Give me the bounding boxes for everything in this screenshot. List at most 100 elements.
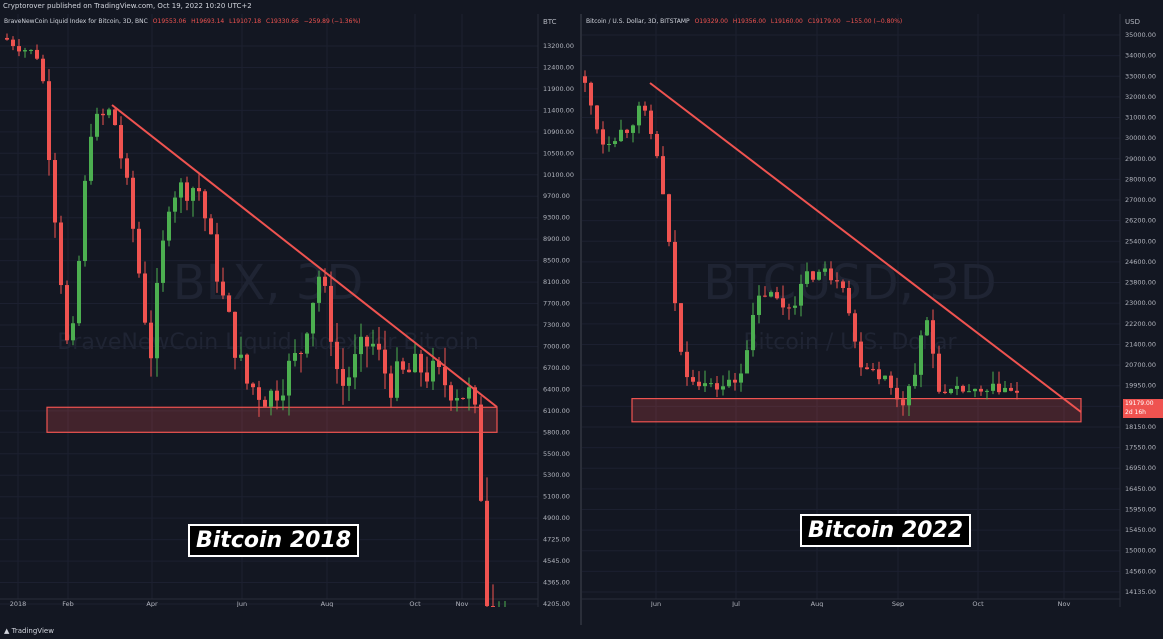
candle-up bbox=[287, 360, 291, 396]
y-tick-label: 23000.00 bbox=[1125, 299, 1156, 307]
candle-down bbox=[389, 373, 393, 398]
candle-down bbox=[979, 388, 983, 392]
candle-up bbox=[613, 141, 617, 145]
candle-down bbox=[197, 188, 201, 192]
candle-down bbox=[419, 353, 423, 373]
candle-up bbox=[359, 336, 363, 355]
panel-divider[interactable] bbox=[580, 14, 582, 625]
x-tick-label: Aug bbox=[321, 600, 334, 607]
candle-down bbox=[661, 156, 665, 195]
candle-down bbox=[209, 218, 213, 235]
y-tick-label: 6700.00 bbox=[543, 364, 570, 372]
candle-up bbox=[823, 268, 827, 272]
x-tick-label: Nov bbox=[456, 600, 469, 607]
candle-down bbox=[601, 129, 605, 145]
candle-down bbox=[365, 336, 369, 347]
candle-down bbox=[775, 292, 779, 299]
legend-2018-open: O19553.06 bbox=[152, 18, 187, 25]
y-tick-label: 11900.00 bbox=[543, 85, 574, 93]
candle-down bbox=[53, 160, 57, 223]
y-tick-label: 25400.00 bbox=[1125, 237, 1156, 245]
candle-down bbox=[143, 273, 147, 323]
y-tick-label: 8900.00 bbox=[543, 235, 570, 243]
y-tick-label: 16450.00 bbox=[1125, 485, 1156, 493]
candle-down bbox=[221, 281, 225, 296]
y-tick-label: 16950.00 bbox=[1125, 464, 1156, 472]
candle-down bbox=[119, 125, 123, 159]
candle-up bbox=[973, 388, 977, 392]
candle-up bbox=[721, 386, 725, 390]
candle-down bbox=[643, 105, 647, 111]
candle-down bbox=[113, 109, 117, 126]
candle-down bbox=[589, 82, 593, 106]
y-tick-label: 19950.00 bbox=[1125, 382, 1156, 390]
candle-down bbox=[263, 399, 267, 407]
legend-2018-change: −259.89 (−1.36%) bbox=[303, 18, 361, 25]
legend-2022-low: L19160.00 bbox=[770, 18, 803, 25]
candle-down bbox=[425, 372, 429, 382]
y-tick-label: 4900.00 bbox=[543, 514, 570, 522]
candle-down bbox=[841, 281, 845, 288]
currency-label: USD bbox=[1125, 18, 1140, 26]
candle-down bbox=[787, 307, 791, 309]
candle-down bbox=[257, 387, 261, 400]
candle-down bbox=[17, 46, 21, 52]
candle-up bbox=[311, 302, 315, 334]
y-tick-label: 27000.00 bbox=[1125, 196, 1156, 204]
candle-up bbox=[913, 374, 917, 387]
y-tick-label: 6100.00 bbox=[543, 407, 570, 415]
candle-up bbox=[455, 398, 459, 401]
candle-up bbox=[709, 383, 713, 385]
chart-2018-svg[interactable]: BLX, 3D BraveNewCoin Liquid Index for Bit… bbox=[0, 14, 580, 607]
candle-up bbox=[799, 283, 803, 306]
y-tick-label: 7700.00 bbox=[543, 300, 570, 308]
tradingview-logo[interactable]: ▲ TradingView bbox=[4, 627, 54, 635]
candle-down bbox=[673, 241, 677, 304]
chart-panel-2018[interactable]: BLX, 3D BraveNewCoin Liquid Index for Bit… bbox=[0, 14, 580, 607]
candle-down bbox=[11, 39, 15, 47]
candle-down bbox=[299, 353, 303, 355]
candle-up bbox=[413, 353, 417, 373]
candle-up bbox=[239, 354, 243, 358]
candle-up bbox=[757, 295, 761, 315]
candle-down bbox=[485, 500, 489, 607]
candle-down bbox=[479, 404, 483, 501]
candle-down bbox=[697, 381, 701, 387]
candle-up bbox=[371, 343, 375, 347]
chart-panel-2022[interactable]: BTCUSD, 3D Bitcoin / U.S. Dollar USD 35000.… bbox=[582, 14, 1163, 607]
x-tick-label: Nov bbox=[1058, 600, 1071, 607]
candle-down bbox=[443, 366, 447, 386]
currency-label: BTC bbox=[543, 18, 557, 26]
y-tick-label: 10500.00 bbox=[543, 149, 574, 157]
x-tick-label: Oct bbox=[409, 600, 421, 607]
last-price-value: 19179.00 bbox=[1125, 400, 1154, 407]
legend-2022-close: C19179.00 bbox=[807, 18, 841, 25]
descending-trendline bbox=[649, 82, 1082, 413]
candle-down bbox=[449, 385, 453, 401]
candle-up bbox=[631, 125, 635, 133]
tradingview-icon: ▲ bbox=[4, 627, 10, 635]
candle-down bbox=[401, 361, 405, 370]
y-tick-label: 8100.00 bbox=[543, 278, 570, 286]
candle-down bbox=[829, 268, 833, 281]
candle-down bbox=[203, 191, 207, 219]
watermark-symbol: BLX, 3D bbox=[173, 255, 364, 311]
candle-down bbox=[335, 341, 339, 370]
support-zone bbox=[631, 397, 1082, 423]
y-tick-label: 10900.00 bbox=[543, 128, 574, 136]
x-tick-label: Aug bbox=[811, 600, 824, 607]
candle-down bbox=[595, 105, 599, 130]
candle-up bbox=[155, 282, 159, 359]
candle-down bbox=[931, 320, 935, 354]
legend-2022-change: −155.00 (−0.80%) bbox=[845, 18, 903, 25]
candle-up bbox=[955, 385, 959, 389]
y-tick-label: 13200.00 bbox=[543, 42, 574, 50]
y-tick-label: 33000.00 bbox=[1125, 72, 1156, 80]
candle-down bbox=[877, 369, 881, 380]
candle-up bbox=[925, 320, 929, 336]
candle-down bbox=[35, 49, 39, 59]
candle-up bbox=[751, 314, 755, 351]
candle-down bbox=[847, 287, 851, 314]
candle-up bbox=[95, 113, 99, 137]
